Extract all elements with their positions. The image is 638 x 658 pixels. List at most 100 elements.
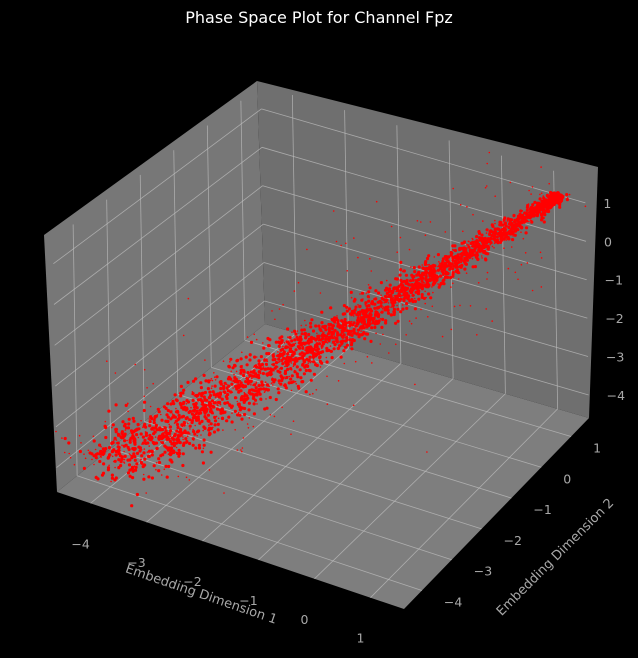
- scatter-point: [107, 446, 112, 450]
- scatter-point: [213, 415, 217, 419]
- scatter-point: [436, 275, 440, 279]
- scatter-point: [467, 244, 470, 246]
- scatter-point: [273, 415, 276, 418]
- scatter-point: [511, 232, 515, 236]
- scatter-point: [510, 218, 514, 222]
- scatter-point: [78, 434, 81, 437]
- scatter-point: [154, 441, 159, 445]
- scatter-point: [187, 297, 190, 300]
- scatter-point: [115, 428, 118, 431]
- scatter-point: [280, 353, 284, 357]
- scatter-point: [466, 206, 468, 208]
- scatter-point: [209, 379, 212, 382]
- back-grid-z: [262, 185, 587, 281]
- scatter-point: [538, 202, 542, 207]
- scatter-point: [503, 221, 507, 225]
- scatter-point: [257, 370, 261, 374]
- scatter-point: [197, 429, 199, 432]
- scatter-point: [382, 333, 384, 336]
- scatter-point: [449, 268, 451, 271]
- scatter-point: [223, 390, 227, 395]
- scatter-point: [235, 397, 238, 399]
- scatter-point: [350, 333, 354, 337]
- scatter-point: [300, 380, 304, 384]
- scatter-point: [429, 264, 434, 268]
- scatter-point: [324, 334, 329, 338]
- scatter-point: [290, 374, 294, 378]
- scatter-point: [188, 418, 192, 422]
- scatter-point: [202, 438, 206, 442]
- pane-back: [257, 81, 598, 418]
- scatter-point: [346, 270, 349, 272]
- scatter-point: [108, 453, 112, 457]
- scatter-point: [249, 340, 254, 344]
- scatter-point: [192, 429, 196, 434]
- scatter-point: [231, 391, 234, 394]
- z-tick-label: −1: [605, 273, 623, 288]
- scatter-point: [442, 263, 446, 267]
- scatter-point: [524, 226, 529, 230]
- scatter-point: [528, 216, 532, 220]
- scatter-point: [366, 318, 371, 322]
- scatter-point: [403, 286, 407, 290]
- scatter-point: [304, 344, 306, 346]
- scatter-point: [235, 387, 239, 391]
- scatter-point: [214, 379, 217, 381]
- scatter-point: [178, 430, 182, 434]
- back-grid-z: [261, 108, 586, 204]
- scatter-point: [250, 384, 252, 386]
- scatter-point: [476, 257, 479, 259]
- scatter-point: [377, 319, 381, 323]
- scatter-point: [226, 390, 229, 392]
- scatter-point: [141, 465, 145, 469]
- x-tick-label: 0: [300, 612, 308, 627]
- scatter-point: [175, 446, 178, 449]
- scatter-point: [187, 422, 189, 425]
- scatter-point: [473, 240, 478, 244]
- scatter-point: [368, 296, 371, 299]
- scatter-point: [480, 233, 484, 237]
- scatter-point: [114, 476, 118, 480]
- scatter-point: [124, 403, 128, 407]
- scatter-point: [460, 261, 463, 264]
- scatter-point: [123, 450, 125, 453]
- floor-grid-y: [144, 421, 482, 530]
- scatter-point: [365, 332, 370, 336]
- left-grid-y: [240, 100, 246, 341]
- scatter-point: [290, 339, 294, 343]
- scatter-point: [226, 401, 230, 405]
- scatter-point: [390, 225, 393, 228]
- scatter-point: [365, 304, 369, 308]
- scatter-point: [130, 467, 134, 471]
- scatter-point: [306, 339, 310, 343]
- scatter-point: [487, 244, 490, 247]
- scatter-point: [272, 362, 276, 367]
- scatter-point: [368, 315, 372, 319]
- scatter-point: [420, 283, 424, 287]
- scatter-point: [469, 248, 474, 253]
- scatter-point: [104, 425, 108, 430]
- left-grid-z: [53, 146, 263, 305]
- scatter-point: [225, 396, 229, 401]
- scatter-point: [202, 447, 205, 450]
- scatter-point: [119, 460, 122, 462]
- scatter-point: [393, 295, 396, 297]
- scatter-point: [294, 332, 298, 336]
- scatter-point: [401, 270, 404, 273]
- scatter-point: [215, 407, 220, 411]
- scatter-point: [206, 387, 210, 391]
- scatter-point: [405, 334, 408, 336]
- scatter-point: [142, 473, 145, 476]
- scatter-point: [376, 314, 380, 318]
- scatter-point: [248, 417, 251, 419]
- scatter-point: [236, 384, 238, 386]
- scatter-point: [383, 289, 386, 291]
- scatter-point: [194, 412, 198, 416]
- scatter-point: [520, 263, 523, 266]
- scatter-point: [216, 392, 220, 396]
- scatter-point: [122, 424, 127, 428]
- scatter-point: [557, 199, 559, 202]
- scatter-point: [113, 459, 117, 463]
- scatter-point: [374, 289, 378, 293]
- scatter-point: [237, 412, 240, 414]
